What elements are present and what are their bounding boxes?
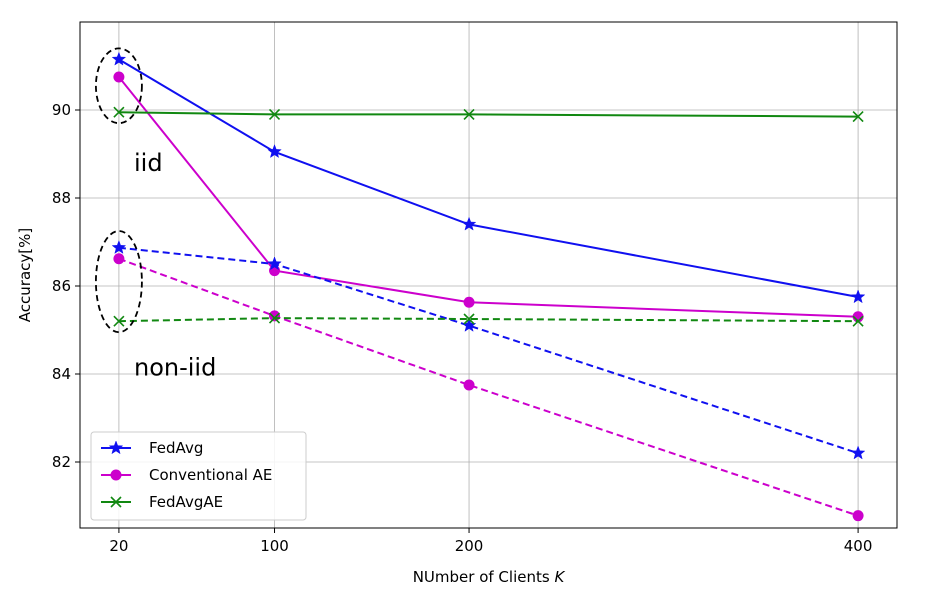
legend-label: Conventional AE [149,466,272,484]
data-point-marker [463,313,475,325]
data-point-marker [463,108,475,120]
data-point-marker [269,310,281,322]
series-line [118,58,859,298]
series-non-iid-conventional-ae [113,253,864,522]
y-tick-label: 82 [52,453,71,471]
series-non-iid-fedavgae [113,312,864,327]
legend-entry: FedAvg [101,439,203,457]
x-tick-label: 20 [109,537,128,555]
data-point-marker [461,216,477,231]
legend-marker [110,496,122,508]
series-iid-fedavg [111,51,866,304]
series-line [118,246,859,455]
annotation-ellipse [95,47,143,125]
series-line [118,111,859,118]
series-iid-conventional-ae [113,71,864,323]
axis-ticks: 20 100 200 400 82 84 86 88 90 [52,101,873,555]
data-point-marker [463,379,475,391]
legend-marker [108,440,124,455]
legend-label: FedAvg [149,439,203,457]
legend-label: FedAvgAE [149,493,223,511]
data-point-marker [463,296,475,308]
series-line [118,317,859,323]
data-point-marker [113,315,125,327]
annotation-label: iid [134,149,163,177]
legend: FedAvg Conventional AE FedAvgAE [90,431,307,521]
data-point-marker [267,256,282,271]
x-axis-label-text: NUmber of Clients [413,568,555,586]
data-point-marker [113,71,125,83]
annotations: iid non-iid [95,47,216,381]
y-tick-label: 90 [52,101,71,119]
y-tick-label: 86 [52,277,71,295]
data-point-marker [111,240,127,254]
x-tick-label: 400 [844,537,873,555]
data-point-marker [113,106,125,118]
data-point-marker [852,510,864,522]
data-point-marker [111,51,127,66]
legend-entry: FedAvgAE [101,493,223,511]
annotation-ellipse [95,230,143,334]
x-axis-label-variable: K [554,568,565,586]
plot-frame [79,21,898,529]
plot-series [111,51,866,522]
series-line [118,257,859,517]
data-point-marker [850,445,866,460]
data-point-marker [113,253,125,265]
legend-marker [110,469,122,481]
y-tick-label: 88 [52,189,71,207]
y-tick-label: 84 [52,365,71,383]
x-axis-label: NUmber of Clients K [413,568,566,586]
x-tick-label: 200 [455,537,484,555]
series-non-iid-fedavg [111,240,866,460]
series-line [118,76,859,318]
data-point-marker [852,315,864,327]
annotation-label: non-iid [134,353,216,381]
series-iid-fedavgae [113,106,864,123]
legend-entry: Conventional AE [101,466,272,484]
y-axis-label: Accuracy[%] [16,228,34,322]
x-tick-label: 100 [260,537,289,555]
legend-box [90,431,307,521]
data-point-marker [850,289,866,304]
data-point-marker [268,312,281,324]
data-point-marker [267,144,282,159]
data-point-marker [268,108,281,120]
data-point-marker [852,111,864,123]
